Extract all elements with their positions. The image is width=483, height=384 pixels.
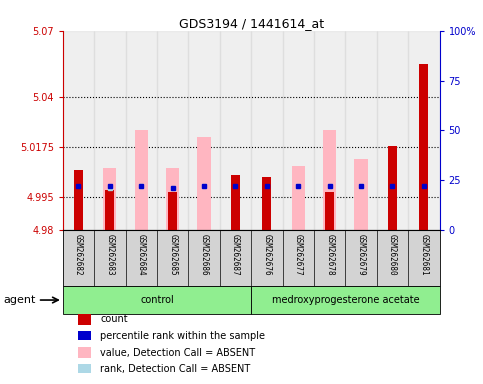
- Bar: [63, 31, 94, 230]
- Bar: [78, 347, 91, 358]
- Bar: [166, 168, 179, 230]
- Text: GSM262683: GSM262683: [105, 235, 114, 276]
- Bar: [157, 31, 188, 230]
- Bar: [283, 31, 314, 230]
- Bar: [408, 31, 440, 230]
- Bar: [388, 146, 397, 230]
- FancyBboxPatch shape: [63, 230, 440, 286]
- Bar: [220, 31, 251, 230]
- Bar: [188, 31, 220, 230]
- Text: GSM262685: GSM262685: [168, 235, 177, 276]
- Bar: [135, 130, 148, 230]
- Bar: [251, 31, 283, 230]
- Bar: [94, 31, 126, 230]
- Bar: [74, 170, 83, 230]
- Bar: [105, 190, 114, 230]
- FancyBboxPatch shape: [63, 286, 251, 314]
- Bar: [78, 364, 91, 373]
- Text: GSM262678: GSM262678: [325, 235, 334, 276]
- Bar: [345, 31, 377, 230]
- Bar: [292, 166, 305, 230]
- Bar: [78, 331, 91, 340]
- FancyBboxPatch shape: [251, 286, 440, 314]
- Bar: [198, 137, 211, 230]
- Text: GSM262676: GSM262676: [262, 235, 271, 276]
- Bar: [355, 159, 368, 230]
- Text: GSM262681: GSM262681: [419, 235, 428, 276]
- Bar: [126, 31, 157, 230]
- Text: GSM262684: GSM262684: [137, 235, 146, 276]
- Title: GDS3194 / 1441614_at: GDS3194 / 1441614_at: [179, 17, 324, 30]
- Bar: [168, 192, 177, 230]
- Text: GSM262682: GSM262682: [74, 235, 83, 276]
- Text: agent: agent: [4, 295, 36, 305]
- Text: GSM262686: GSM262686: [199, 235, 209, 276]
- Text: percentile rank within the sample: percentile rank within the sample: [100, 331, 266, 341]
- Bar: [419, 64, 428, 230]
- Text: GSM262680: GSM262680: [388, 235, 397, 276]
- Text: GSM262677: GSM262677: [294, 235, 303, 276]
- Bar: [323, 130, 336, 230]
- Bar: [325, 192, 334, 230]
- Bar: [78, 313, 91, 324]
- Text: GSM262679: GSM262679: [356, 235, 366, 276]
- Text: value, Detection Call = ABSENT: value, Detection Call = ABSENT: [100, 348, 256, 358]
- Bar: [103, 168, 116, 230]
- Bar: [262, 177, 271, 230]
- Bar: [377, 31, 408, 230]
- Bar: [314, 31, 345, 230]
- Text: medroxyprogesterone acetate: medroxyprogesterone acetate: [271, 295, 419, 305]
- Text: control: control: [140, 295, 174, 305]
- Bar: [231, 175, 240, 230]
- Text: rank, Detection Call = ABSENT: rank, Detection Call = ABSENT: [100, 364, 251, 374]
- Text: GSM262687: GSM262687: [231, 235, 240, 276]
- Text: count: count: [100, 314, 128, 324]
